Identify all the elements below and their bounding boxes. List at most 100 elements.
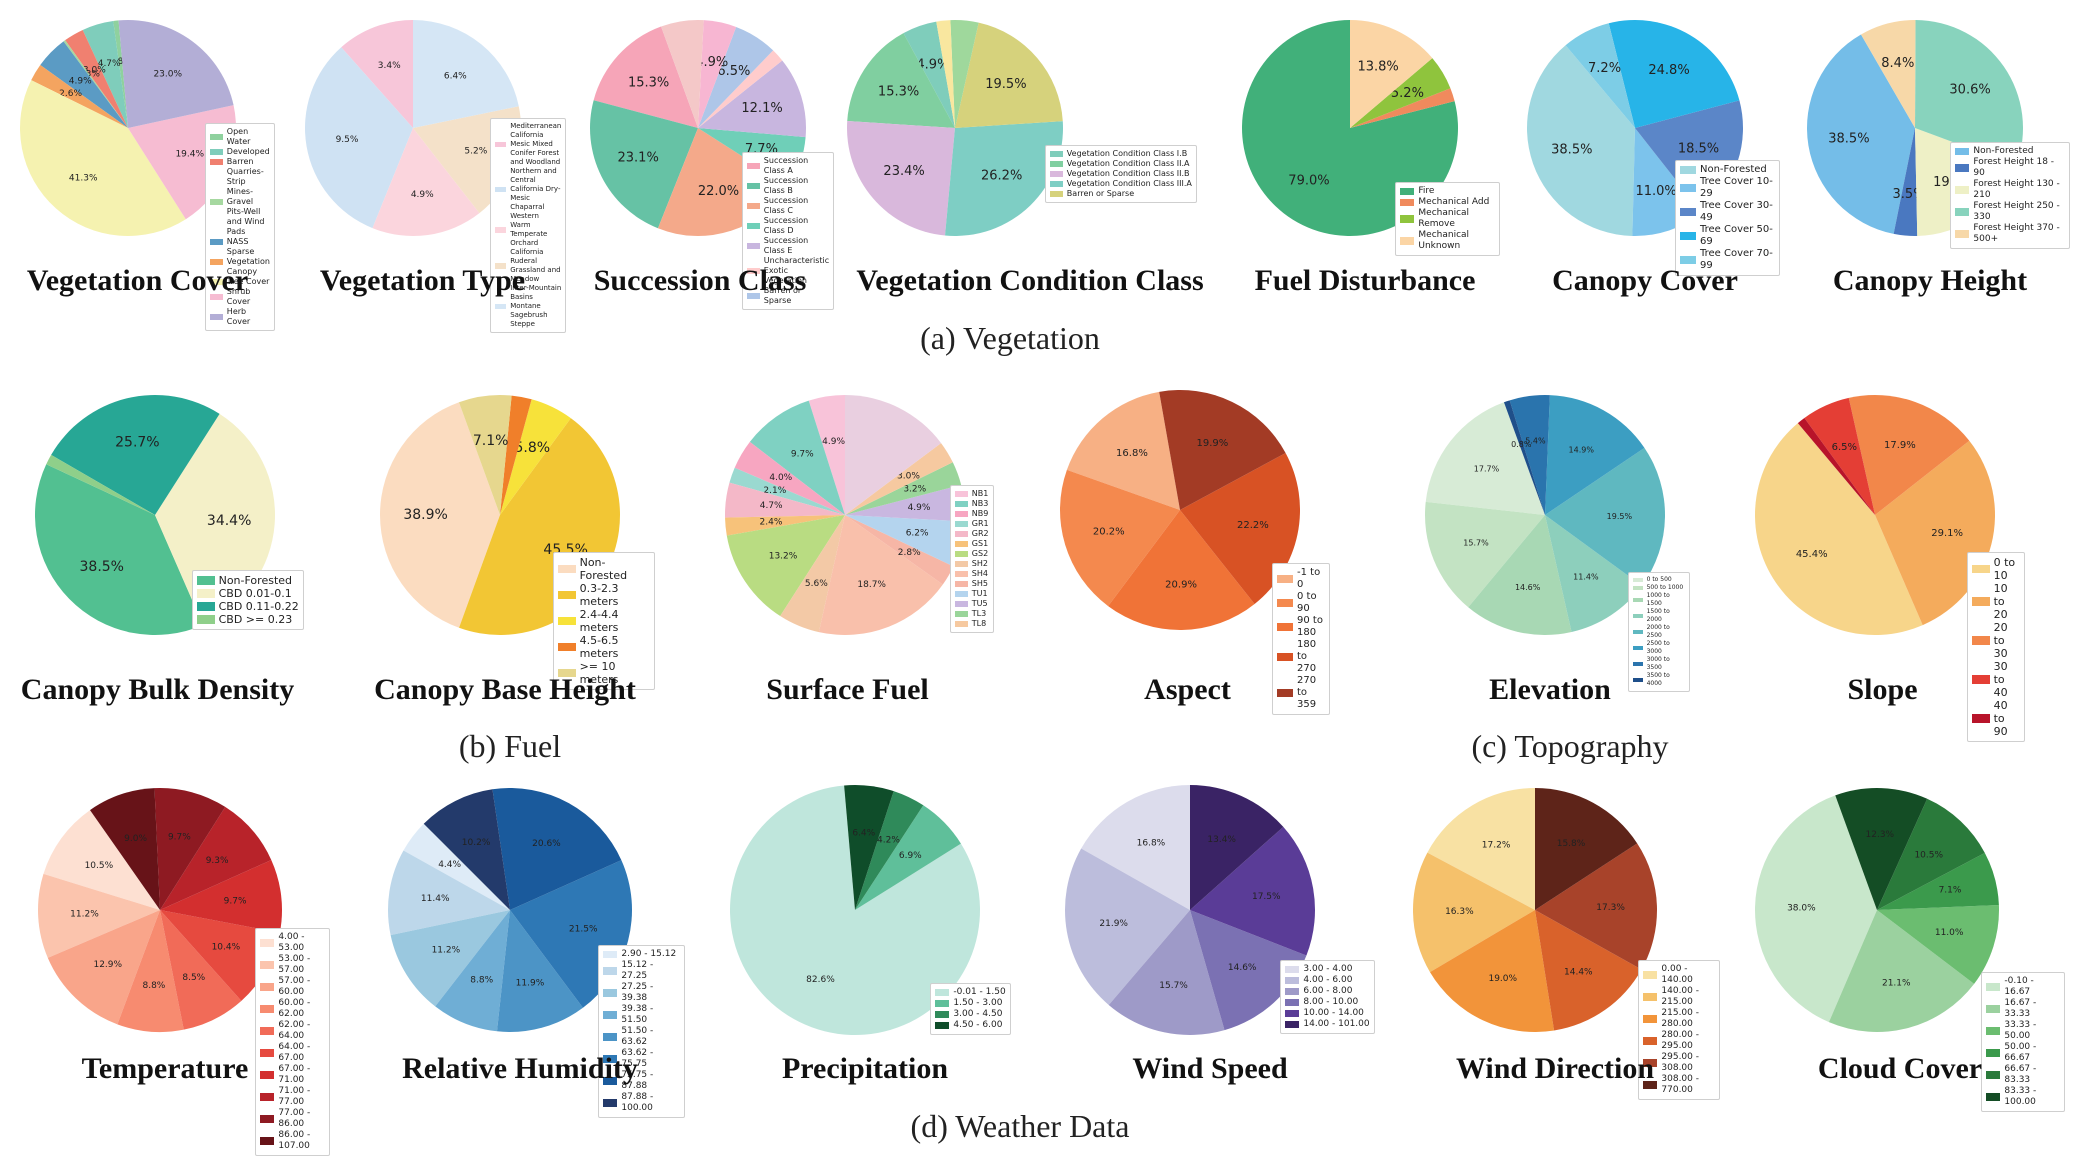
pie-slice-segment-1	[305, 47, 413, 229]
legend-item: SH2	[955, 559, 989, 569]
pie-slice-mechanical-remove	[1350, 58, 1451, 129]
legend-label: TL8	[971, 619, 987, 628]
legend-swatch	[935, 999, 950, 1008]
pie-slice-39-38-51-50	[435, 910, 510, 1032]
pie-slice-0-10-16-67	[1755, 795, 1877, 1023]
pie-slice-cbd-0-23	[46, 454, 155, 515]
pie-percent-label: 15.3%	[878, 84, 919, 99]
legend-label: NB1	[971, 489, 989, 498]
pie-percent-label: 11.4%	[421, 894, 450, 904]
pie-slice-295-00-308-00	[1535, 843, 1657, 970]
legend-swatch	[1955, 208, 1970, 216]
legend-swatch	[1285, 1009, 1300, 1018]
legend-item: Quarries-Strip Mines-Gravel Pits-Well an…	[210, 167, 270, 237]
pie-slice-developed	[82, 21, 128, 128]
pie-slice-27-25-39-38	[390, 910, 510, 1007]
legend-swatch	[210, 148, 223, 156]
legend-label: 3500 to 4000	[1646, 672, 1670, 687]
pie-percent-label: 8.4%	[1881, 56, 1914, 71]
chart-title: Slope	[1847, 673, 1918, 706]
chart-fuel-disturbance: 79.0% 5.2% 13.8% Fire Mechanical Add Mechanic…	[1230, 0, 1500, 310]
legend-item: Succession Class D	[747, 216, 829, 236]
legend-swatch	[210, 158, 223, 166]
legend-item: 64.00 - 67.00	[260, 1042, 325, 1064]
legend-swatch	[1633, 661, 1643, 667]
legend-item: CBD >= 0.23	[197, 613, 299, 626]
legend-item: 20 to 30	[1972, 621, 2020, 660]
pie-slice-tree-cover-50-69	[1608, 20, 1740, 129]
legend-label: 51.50 - 63.62	[621, 1026, 654, 1047]
pie-percent-label: 23.0%	[153, 70, 182, 80]
legend-swatch	[1680, 232, 1696, 240]
pie-percent-label: 5.2%	[464, 147, 487, 157]
legend-swatch	[1400, 198, 1415, 207]
pie-percent-label: 11.0%	[1635, 184, 1676, 199]
legend-item: TL3	[955, 609, 989, 619]
pie-percent-label: 18.5%	[1678, 142, 1719, 157]
legend-item: Tree Cover 30-49	[1680, 200, 1775, 224]
legend-label: NB3	[971, 499, 989, 508]
legend-item: CBD 0.01-0.1	[197, 587, 299, 600]
pie-percent-label: 14.6%	[1228, 963, 1257, 973]
legend-swatch	[558, 668, 576, 678]
legend-label: 2500 to 3000	[1646, 640, 1670, 655]
legend: 2.90 - 15.12 15.12 - 27.25 27.25 - 39.38 39…	[598, 945, 685, 1118]
pie-slice-non-forested	[35, 464, 204, 635]
pie-svg: 82.6% 6.9% 4.2%6.4%	[730, 785, 980, 1035]
legend-label: Non-Forested	[218, 574, 293, 587]
chart-title: Relative Humidity	[402, 1052, 638, 1085]
legend-item: Barren or Sparse	[747, 286, 829, 306]
legend-label: Western Warm Temperate Orchard	[510, 212, 548, 247]
legend-item: Mechanical Unknown	[1400, 230, 1495, 252]
pie-slice-tree-cover-70-99	[1565, 23, 1635, 128]
legend-label: 83.33 - 100.00	[2004, 1086, 2037, 1107]
legend-swatch	[197, 602, 215, 611]
legend-swatch	[1633, 613, 1643, 619]
legend-swatch	[210, 198, 223, 206]
legend-swatch	[955, 570, 968, 578]
legend-swatch	[197, 589, 215, 598]
pie-percent-label: 17.7%	[1474, 465, 1500, 474]
pie-slice-non-forested	[380, 402, 500, 628]
pie-percent-label: 38.9%	[403, 507, 447, 523]
legend-swatch	[1277, 623, 1293, 631]
pie-percent-label: 10.5%	[1914, 850, 1943, 860]
legend-label: 270 to 359	[1297, 675, 1317, 710]
pie-svg: 4.4% 11.4% 11.2% 8.8% 11.9% 21.5% 20.6% 10.2%	[388, 788, 632, 1032]
legend-item: 1500 to 2000	[1633, 608, 1685, 624]
legend-label: GR1	[971, 519, 989, 528]
chart-title: Canopy Bulk Density	[20, 673, 295, 706]
legend: 3.00 - 4.00 4.00 - 6.00 6.00 - 8.00 8.00 - …	[1280, 960, 1375, 1034]
legend-swatch	[1972, 675, 1990, 684]
section-caption-weather: (d) Weather Data	[910, 1108, 1130, 1144]
legend-label: Shrub Cover	[226, 287, 251, 306]
pie-slice-segment-7	[698, 20, 737, 128]
pie-percent-label: 13.4%	[1207, 835, 1236, 845]
legend-label: Fire	[1418, 186, 1435, 196]
legend-item: 57.00 - 60.00	[260, 976, 325, 998]
legend-swatch	[1972, 564, 1990, 574]
legend-item: 15.12 - 27.25	[603, 960, 680, 982]
pie-slice-tl8	[845, 443, 953, 515]
legend-label: 16.67 - 33.33	[2004, 998, 2037, 1019]
legend-item: 83.33 - 100.00	[1986, 1086, 2060, 1108]
legend-item: 60.00 - 62.00	[260, 998, 325, 1020]
pie-svg: 17.2% 16.3% 19.0% 14.4% 17.3% 15.8%	[1413, 788, 1657, 1032]
legend-item: Vegetation Condition Class II.B	[1050, 169, 1192, 179]
pie-slice-2-4-4-4-meters	[500, 399, 571, 515]
pie-slice-segment-5	[950, 20, 979, 128]
pie-slice-gr2	[725, 482, 845, 518]
pie-percent-label: 18.7%	[857, 580, 886, 590]
chart-title: Temperature	[81, 1052, 249, 1085]
pie-percent-label: 8.8%	[470, 976, 493, 986]
legend-swatch	[495, 141, 507, 148]
legend-item: -0.01 - 1.50	[935, 987, 1006, 998]
pie-percent-label: 6.2%	[906, 529, 929, 539]
legend-swatch	[210, 238, 223, 246]
pie-percent-label: 0.3%	[77, 69, 100, 79]
legend-item: GS2	[955, 549, 989, 559]
pie-percent-label: 21.5%	[569, 925, 598, 935]
pie-slice-uncharacteristic-exotic-vegetation	[698, 50, 783, 128]
legend-swatch	[955, 530, 968, 538]
